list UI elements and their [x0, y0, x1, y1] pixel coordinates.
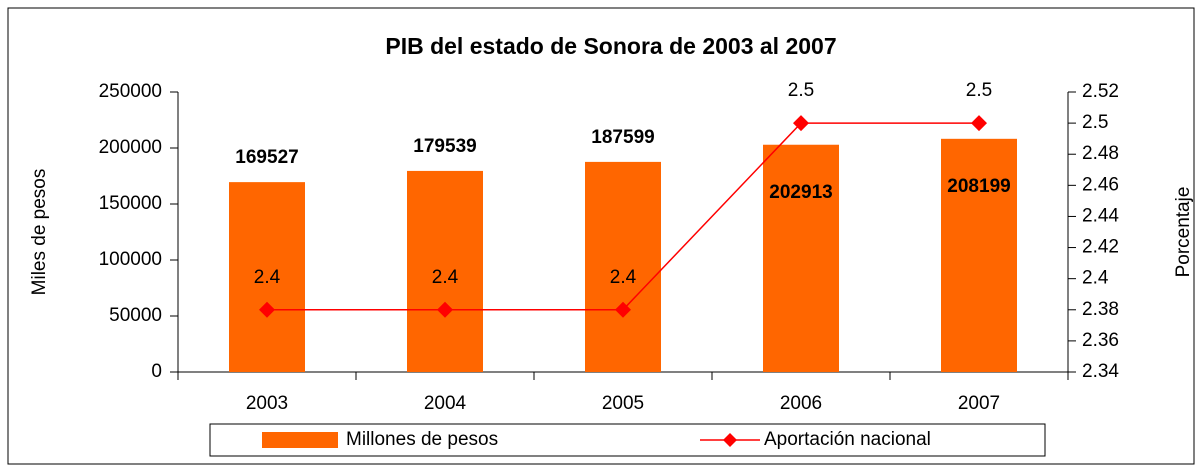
y2-tick-label: 2.44 [1082, 205, 1119, 226]
bar [229, 182, 305, 372]
y-tick-label: 150000 [99, 193, 162, 214]
bar [941, 138, 1017, 372]
y-axis-label: Miles de pesos [29, 169, 50, 296]
y-tick-label: 0 [151, 361, 162, 382]
y2-tick-label: 2.48 [1082, 143, 1119, 164]
line-value-label: 2.4 [610, 267, 637, 288]
y2-tick-label: 2.36 [1082, 330, 1119, 351]
y-tick-label: 250000 [99, 81, 162, 102]
line-value-label: 2.4 [432, 267, 459, 288]
y2-tick-label: 2.38 [1082, 299, 1119, 320]
bar-value-label: 179539 [413, 136, 476, 157]
line-value-label: 2.4 [254, 267, 281, 288]
bar-value-label: 202913 [769, 182, 832, 203]
y-tick-label: 200000 [99, 137, 162, 158]
y-tick-label: 100000 [99, 249, 162, 270]
bar-value-label: 187599 [591, 127, 654, 148]
line-marker [259, 301, 275, 318]
line-marker [971, 115, 987, 132]
bar [585, 161, 661, 372]
legend-marker [723, 433, 737, 447]
legend-label: Aportación nacional [764, 429, 931, 450]
y2-tick-label: 2.4 [1082, 268, 1109, 289]
bar-value-label: 169527 [235, 147, 298, 168]
line-value-label: 2.5 [788, 80, 814, 101]
bar [763, 144, 839, 372]
y2-axis-label: Porcentaje [1173, 187, 1194, 278]
legend-box [209, 423, 1046, 457]
bar-value-label: 208199 [947, 176, 1010, 197]
x-tick-label: 2007 [958, 393, 1000, 414]
y2-tick-label: 2.46 [1082, 174, 1119, 195]
chart-title: PIB del estado de Sonora de 2003 al 2007 [385, 33, 836, 59]
x-tick-label: 2005 [602, 393, 644, 414]
legend-label: Millones de pesos [346, 429, 498, 450]
legend-swatch [262, 432, 338, 448]
y-tick-label: 50000 [109, 305, 162, 326]
y2-tick-label: 2.42 [1082, 237, 1119, 258]
line-marker [793, 115, 809, 132]
x-tick-label: 2003 [246, 393, 288, 414]
x-tick-label: 2006 [780, 393, 822, 414]
bar [407, 170, 483, 372]
line-marker [615, 301, 631, 318]
x-tick-label: 2004 [424, 393, 467, 414]
line-marker [437, 301, 453, 318]
y2-tick-label: 2.52 [1082, 81, 1119, 102]
y2-tick-label: 2.34 [1082, 361, 1119, 382]
y2-tick-label: 2.5 [1082, 112, 1108, 133]
line-value-label: 2.5 [966, 80, 992, 101]
